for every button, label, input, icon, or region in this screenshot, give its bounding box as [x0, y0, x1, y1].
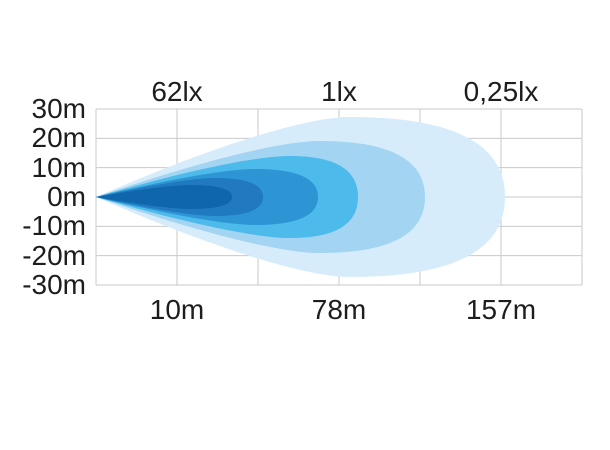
- isolux-lobe-lobe-62lx-core: [96, 185, 232, 209]
- distance-tick-label: 10m: [149, 294, 205, 325]
- illuminance-tick-label: 0,25lx: [463, 76, 539, 107]
- y-axis-tick-label: 10m: [31, 151, 86, 183]
- y-axis-tick-label: -10m: [22, 210, 86, 242]
- illuminance-tick-label: 1lx: [321, 76, 357, 107]
- isolux-lobes: [96, 117, 505, 277]
- y-axis-tick-label: 30m: [31, 93, 86, 124]
- y-axis-tick-label: 0m: [47, 181, 86, 212]
- y-axis-tick-label: -20m: [22, 239, 86, 271]
- distance-tick-label: 78m: [311, 294, 367, 325]
- distance-tick-label: 157m: [465, 294, 537, 325]
- illuminance-tick-label: 62lx: [151, 76, 203, 107]
- y-axis-tick-label: -30m: [22, 269, 86, 300]
- y-axis-tick-label: 20m: [31, 122, 86, 154]
